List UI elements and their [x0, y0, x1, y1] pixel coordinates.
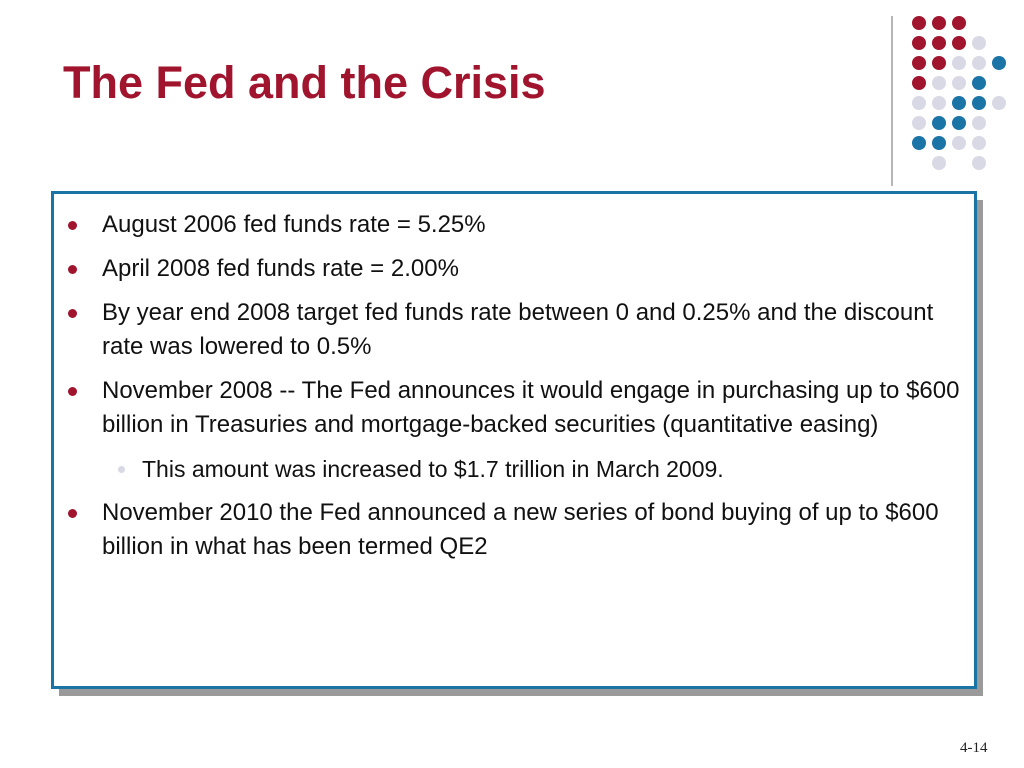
- page-number: 4-14: [960, 740, 988, 756]
- decorative-dot-red: [952, 16, 966, 30]
- decorative-dot-red: [912, 76, 926, 90]
- bullet-dot-icon: [68, 387, 77, 396]
- decorative-dot-gray: [972, 116, 986, 130]
- bullet-item: April 2008 fed funds rate = 2.00%: [54, 252, 969, 286]
- decorative-dot-gray: [972, 136, 986, 150]
- decorative-dot-gray: [912, 116, 926, 130]
- decorative-dot-blue: [952, 116, 966, 130]
- decorative-dot-blue: [932, 116, 946, 130]
- decorative-dot-gray: [972, 156, 986, 170]
- bullet-dot-icon: [68, 221, 77, 230]
- bullet-text: By year end 2008 target fed funds rate b…: [102, 299, 934, 360]
- bullet-text: April 2008 fed funds rate = 2.00%: [102, 255, 459, 282]
- decorative-dot-red: [952, 36, 966, 50]
- bullet-item: November 2008 -- The Fed announces it wo…: [54, 374, 969, 442]
- decorative-dot-gray: [932, 96, 946, 110]
- decorative-dot-gray: [912, 96, 926, 110]
- slide-title: The Fed and the Crisis: [63, 57, 546, 108]
- decorative-dot-blue: [972, 96, 986, 110]
- bullet-dot-icon: [68, 309, 77, 318]
- decorative-dot-gray: [932, 156, 946, 170]
- decorative-dot-gray: [952, 136, 966, 150]
- bullet-item: By year end 2008 target fed funds rate b…: [54, 296, 969, 364]
- decorative-dot-blue: [972, 76, 986, 90]
- decorative-dot-blue: [912, 136, 926, 150]
- decorative-dot-gray: [972, 36, 986, 50]
- decorative-dot-gray: [932, 76, 946, 90]
- bullet-text: August 2006 fed funds rate = 5.25%: [102, 211, 486, 238]
- sub-bullet-dot-icon: [118, 466, 125, 473]
- decorative-dot-gray: [952, 56, 966, 70]
- sub-bullet-item: This amount was increased to $1.7 trilli…: [54, 452, 969, 486]
- decorative-dot-blue: [932, 136, 946, 150]
- bullet-text: November 2010 the Fed announced a new se…: [102, 499, 939, 560]
- decorative-dot-gray: [972, 56, 986, 70]
- decorative-dot-gray: [952, 76, 966, 90]
- decorative-dot-red: [912, 56, 926, 70]
- vertical-divider: [891, 16, 893, 186]
- content-box: August 2006 fed funds rate = 5.25% April…: [51, 191, 977, 689]
- bullet-dot-icon: [68, 265, 77, 274]
- decorative-dot-red: [912, 16, 926, 30]
- bullet-item: November 2010 the Fed announced a new se…: [54, 496, 969, 564]
- decorative-dot-blue: [952, 96, 966, 110]
- decorative-dot-red: [912, 36, 926, 50]
- decorative-dot-red: [932, 36, 946, 50]
- decorative-dot-red: [932, 16, 946, 30]
- decorative-dot-red: [932, 56, 946, 70]
- bullet-text: November 2008 -- The Fed announces it wo…: [102, 377, 960, 438]
- decorative-dot-blue: [992, 56, 1006, 70]
- decorative-dot-gray: [992, 96, 1006, 110]
- sub-bullet-text: This amount was increased to $1.7 trilli…: [142, 456, 724, 482]
- bullet-dot-icon: [68, 509, 77, 518]
- bullet-item: August 2006 fed funds rate = 5.25%: [54, 208, 969, 242]
- bullet-list: August 2006 fed funds rate = 5.25% April…: [54, 208, 969, 574]
